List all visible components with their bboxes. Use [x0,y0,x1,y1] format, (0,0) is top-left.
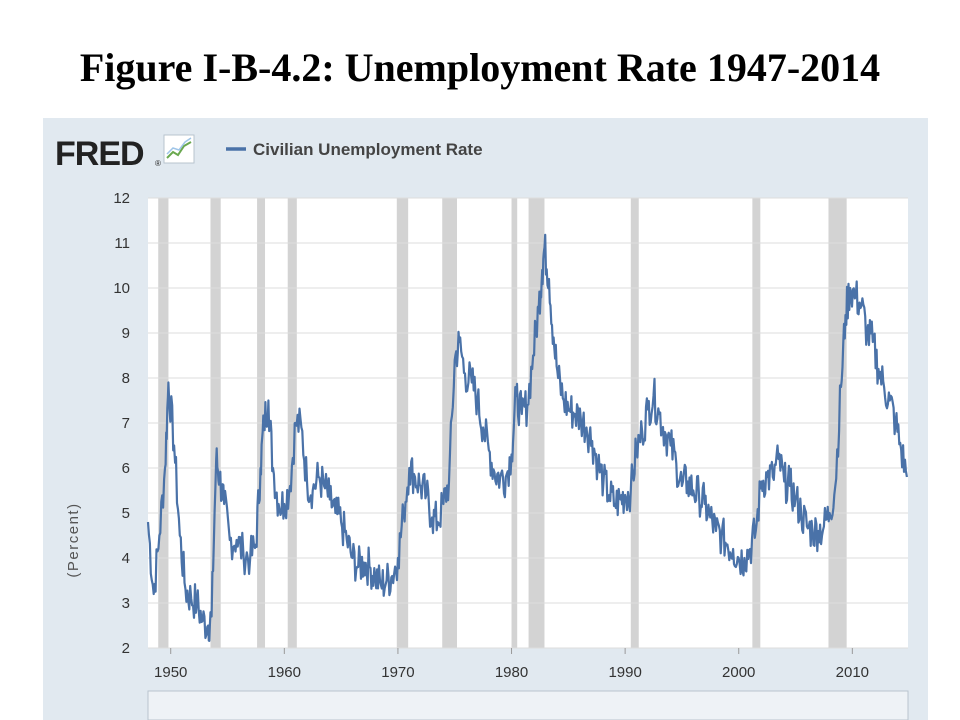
fred-logo-text: FRED [55,135,144,173]
chart-panel: FRED ® Civilian Unemployment Rate (Perce… [43,118,928,720]
y-tick-label: 3 [122,595,130,612]
x-tick-label: 1990 [608,664,641,681]
y-tick-label: 9 [122,325,130,342]
y-tick-label: 8 [122,370,130,387]
x-axis-ticks: 1950 1960 1970 1980 1990 2000 2010 [154,648,869,681]
y-tick-label: 12 [113,190,130,207]
range-slider[interactable] [147,690,909,720]
y-axis-ticks: 2 3 4 5 6 7 8 9 10 11 12 [113,190,130,657]
x-tick-label: 1960 [268,664,301,681]
x-tick-label: 1980 [495,664,528,681]
y-tick-label: 6 [122,460,130,477]
y-tick-label: 10 [113,280,130,297]
legend: Civilian Unemployment Rate [226,140,483,159]
slide-title: Figure I-B-4.2: Unemployment Rate 1947-2… [79,45,881,90]
y-tick-label: 11 [114,235,130,252]
legend-label: Civilian Unemployment Rate [253,140,483,159]
y-axis-label: (Percent) [65,502,82,577]
series-line-civilian-unemployment-rate [146,233,908,642]
x-tick-label: 1970 [381,664,414,681]
x-tick-label: 2010 [836,664,869,681]
y-tick-label: 4 [122,550,130,567]
registered-mark: ® [155,159,161,168]
fred-logo: FRED ® [55,134,195,173]
x-tick-label: 2000 [722,664,755,681]
chart-svg: FRED ® Civilian Unemployment Rate (Perce… [55,134,909,720]
y-tick-label: 2 [122,640,130,657]
y-tick-label: 5 [122,505,130,522]
y-tick-label: 7 [122,415,130,432]
gridlines [148,197,908,649]
x-tick-label: 1950 [154,664,187,681]
fred-logo-graph-icon [163,134,195,164]
